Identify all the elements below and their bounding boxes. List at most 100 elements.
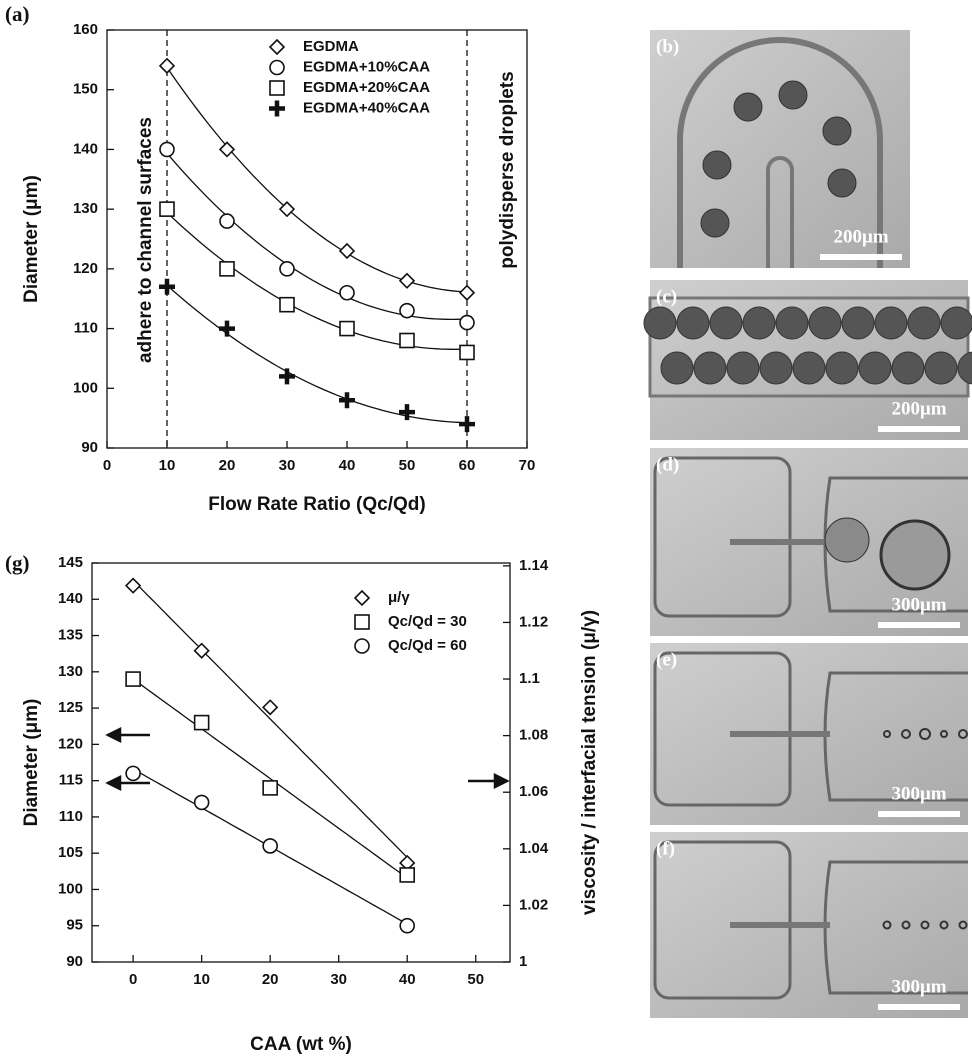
x-tick-label: 20: [219, 457, 236, 474]
droplet: [700, 208, 730, 238]
marker-diamond: [398, 272, 416, 289]
marker-square: [262, 780, 278, 796]
y2-tick-label: 1.04: [519, 840, 549, 857]
y2-tick-label: 1.14: [519, 557, 549, 574]
panel-label: (d): [656, 454, 679, 475]
scale-bar-label: 200μm: [833, 226, 888, 247]
marker-plus: [459, 416, 475, 433]
legend-label: EGDMA+40%CAA: [303, 99, 430, 116]
y2-axis-label: viscosity / interfacial tension (μ/γ): [579, 610, 600, 915]
x-axis-label: Flow Rate Ratio (Qc/Qd): [208, 494, 425, 515]
panel-label: (e): [656, 649, 677, 670]
fit-curve: [132, 580, 408, 858]
y-tick-label: 125: [58, 699, 83, 716]
scale-bar-label: 200μm: [891, 398, 946, 419]
marker-square: [399, 867, 416, 883]
scale-bar: [820, 254, 902, 260]
y-tick-label: 140: [58, 590, 83, 607]
droplet: [879, 519, 951, 591]
arrow-head: [105, 726, 122, 744]
droplet: [726, 351, 760, 385]
marker-square: [219, 261, 235, 277]
droplet: [883, 730, 891, 738]
y-tick-label: 150: [73, 81, 98, 98]
x-tick-label: 40: [339, 457, 356, 474]
droplet: [778, 80, 808, 110]
marker-diamond: [262, 699, 279, 716]
droplet: [891, 351, 925, 385]
legend-label: EGDMA+10%CAA: [303, 58, 430, 75]
x-tick-label: 0: [129, 971, 137, 988]
droplet: [919, 728, 931, 740]
droplet: [660, 351, 694, 385]
droplet: [742, 306, 776, 340]
marker-circle: [269, 59, 285, 76]
y-tick-label: 120: [73, 260, 98, 277]
droplet: [924, 351, 958, 385]
scale-bar: [878, 622, 960, 628]
scale-bar-label: 300μm: [891, 783, 946, 804]
y-tick-label: 105: [58, 844, 83, 861]
fit-curve: [166, 284, 468, 424]
marker-circle: [193, 794, 210, 811]
fit-curve: [166, 67, 468, 293]
droplet: [825, 351, 859, 385]
x-tick-label: 30: [279, 457, 296, 474]
x-tick-label: 50: [467, 971, 484, 988]
y-tick-label: 120: [58, 735, 83, 752]
droplet: [939, 920, 949, 930]
y-tick-label: 145: [58, 554, 83, 571]
marker-circle: [354, 638, 370, 654]
plot-frame: [106, 29, 528, 449]
panel-label: (g): [5, 551, 30, 575]
x-tick-label: 70: [519, 457, 536, 474]
droplet: [702, 150, 732, 180]
marker-circle: [399, 917, 416, 934]
y-tick-label: 90: [66, 953, 83, 970]
arrow-head: [105, 774, 122, 792]
droplet: [882, 920, 892, 930]
y-tick-label: 90: [81, 439, 98, 456]
droplet: [775, 306, 809, 340]
chamber: [653, 651, 792, 807]
droplet: [827, 168, 857, 198]
x-tick-label: 30: [330, 971, 347, 988]
marker-square: [279, 296, 295, 313]
scale-bar-label: 300μm: [891, 976, 946, 997]
marker-circle: [159, 141, 175, 158]
y-tick-label: 110: [74, 320, 98, 337]
y2-tick-label: 1.08: [519, 727, 548, 744]
panel-label: (a): [5, 2, 30, 26]
marker-circle: [399, 302, 415, 319]
droplet: [940, 730, 948, 738]
marker-diamond: [353, 589, 371, 607]
marker-square: [459, 344, 475, 361]
channel: [766, 156, 794, 268]
plot-frame: [91, 562, 511, 963]
marker-diamond: [218, 141, 236, 158]
marker-diamond: [458, 284, 476, 301]
scale-bar: [878, 1004, 960, 1010]
marker-circle: [279, 261, 295, 277]
annotation: adhere to channel surfaces: [135, 117, 156, 363]
y-axis-label: Diameter (μm): [21, 175, 42, 303]
marker-diamond: [268, 38, 286, 56]
legend-label: μ/γ: [388, 589, 410, 606]
marker-plus: [159, 278, 175, 295]
droplet: [858, 351, 892, 385]
marker-plus: [219, 320, 235, 337]
droplet: [709, 306, 743, 340]
droplet: [759, 351, 793, 385]
droplet: [643, 306, 677, 340]
y-tick-label: 100: [73, 379, 98, 396]
droplet: [808, 306, 842, 340]
y2-tick-label: 1.02: [519, 896, 548, 913]
panel-label: (b): [656, 36, 679, 57]
droplet: [958, 729, 968, 739]
x-tick-label: 0: [103, 457, 111, 474]
y-tick-label: 140: [73, 140, 98, 157]
marker-circle: [339, 284, 355, 301]
droplet: [693, 351, 727, 385]
marker-square: [159, 201, 175, 217]
